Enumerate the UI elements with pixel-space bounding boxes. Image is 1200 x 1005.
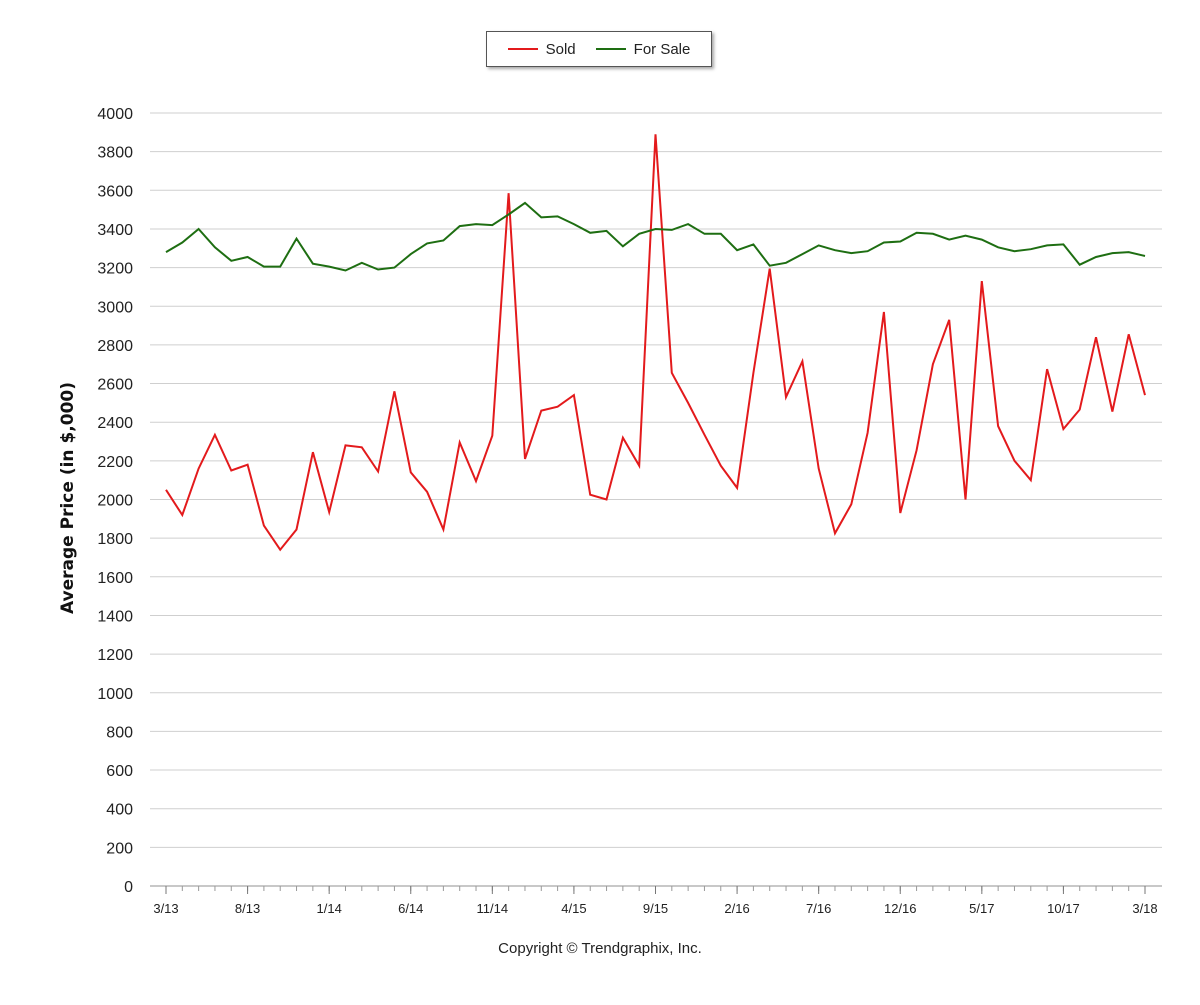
x-tick-label: 10/17 (1047, 901, 1080, 916)
copyright-text: Copyright © Trendgraphix, Inc. (498, 940, 702, 957)
legend-item-sold[interactable]: Sold (507, 40, 576, 58)
y-tick-label: 3200 (97, 261, 133, 278)
x-tick-label: 2/16 (724, 901, 749, 916)
x-tick-label: 3/13 (153, 901, 178, 916)
y-tick-label: 3000 (97, 299, 133, 316)
y-tick-label: 1000 (97, 686, 133, 703)
x-tick-label: 9/15 (643, 901, 668, 916)
y-tick-label: 1600 (97, 570, 133, 587)
y-tick-label: 400 (106, 802, 133, 819)
y-tick-label: 800 (106, 724, 133, 741)
y-tick-label: 2200 (97, 454, 133, 471)
x-tick-label: 1/14 (317, 901, 342, 916)
x-tick-label: 8/13 (235, 901, 260, 916)
y-tick-label: 1400 (97, 608, 133, 625)
x-tick-label: 3/18 (1132, 901, 1157, 916)
y-tick-label: 1800 (97, 531, 133, 548)
legend-label-sold: Sold (545, 40, 576, 58)
x-tick-label: 4/15 (561, 901, 586, 916)
y-tick-label: 600 (106, 763, 133, 780)
x-tick-label: 11/14 (477, 901, 509, 916)
y-axis: 0 200 400 600 800 1000 1200 1400 1600 1800 2000 220… (97, 106, 133, 896)
legend-item-for-sale[interactable]: For Sale (595, 40, 691, 58)
x-tick-label: 7/16 (806, 901, 831, 916)
y-tick-label: 4000 (97, 106, 133, 123)
y-tick-label: 3400 (97, 222, 133, 239)
series-line-sold (165, 134, 1146, 552)
x-tick-label: 12/16 (884, 901, 917, 916)
series-lines (165, 134, 1146, 552)
y-axis-title: Average Price (in $,000) (58, 382, 78, 614)
y-tick-label: 0 (124, 879, 133, 896)
legend: Sold For Sale (486, 31, 712, 67)
x-axis: 3/13 8/13 1/14 6/14 11/14 4/15 9/15 2/16 7/16 12/… (150, 885, 1162, 916)
y-tick-label: 200 (106, 840, 133, 857)
y-tick-label: 3800 (97, 145, 133, 162)
legend-swatch-sold (507, 48, 538, 50)
y-tick-label: 2000 (97, 493, 133, 510)
y-tick-label: 2800 (97, 338, 133, 355)
y-tick-label: 2600 (97, 377, 133, 394)
x-tick-label: 5/17 (969, 901, 994, 916)
y-tick-label: 2400 (97, 415, 133, 432)
grid-lines (150, 112, 1162, 848)
series-line-for-sale (165, 201, 1146, 272)
legend-swatch-for-sale (595, 48, 626, 50)
x-tick-label: 6/14 (398, 901, 423, 916)
y-tick-label: 1200 (97, 647, 133, 664)
legend-label-for-sale: For Sale (633, 40, 691, 58)
y-tick-label: 3600 (97, 183, 133, 200)
